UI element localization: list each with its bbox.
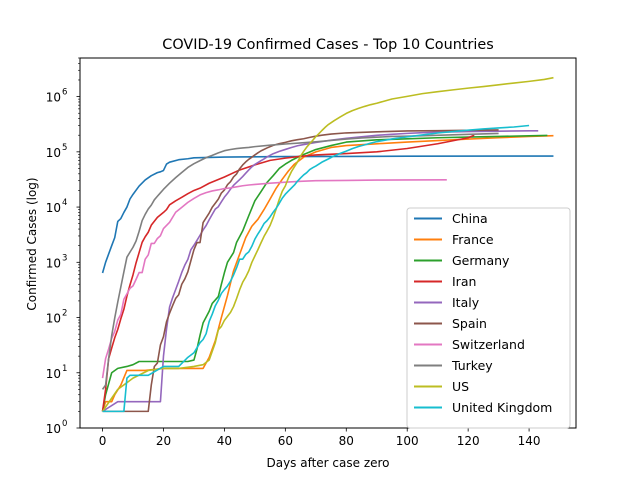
series-line-spain bbox=[102, 129, 499, 413]
chart-title: COVID-19 Confirmed Cases - Top 10 Countr… bbox=[162, 37, 493, 53]
series-line-us bbox=[101, 76, 554, 412]
legend-label: Iran bbox=[452, 274, 476, 289]
y-tick-label: 10 bbox=[46, 201, 61, 215]
plot-frame bbox=[79, 57, 577, 429]
x-tick-label: 40 bbox=[217, 434, 232, 448]
y-tick-label: 10 bbox=[46, 91, 61, 105]
series-line-germany bbox=[101, 134, 548, 412]
x-axis-label: Days after case zero bbox=[266, 456, 389, 470]
x-tick-label: 80 bbox=[339, 434, 354, 448]
legend-box bbox=[406, 207, 571, 429]
y-tick-exponent: 4 bbox=[62, 198, 67, 208]
y-tick-exponent: 1 bbox=[62, 364, 67, 374]
y-tick-label: 10 bbox=[46, 312, 61, 326]
y-tick-label: 10 bbox=[46, 256, 61, 270]
legend-label: France bbox=[452, 232, 494, 247]
series-line-china bbox=[101, 155, 554, 274]
series-line-united-kingdom bbox=[102, 124, 530, 413]
legend-label: Germany bbox=[452, 253, 510, 268]
legend: China France Germany Iran Italy Spain Switzerl… bbox=[406, 207, 571, 429]
series-line-france bbox=[101, 134, 554, 412]
y-tick-label: 10 bbox=[46, 422, 61, 436]
y-axis-label: Confirmed Cases (log) bbox=[25, 177, 39, 310]
x-tick-label: 60 bbox=[278, 434, 293, 448]
legend-label: US bbox=[452, 379, 469, 394]
y-tick-label: 10 bbox=[46, 367, 61, 381]
series-line-iran bbox=[101, 134, 475, 412]
legend-label: China bbox=[452, 211, 488, 226]
y-tick-exponent: 5 bbox=[62, 143, 67, 153]
series-line-turkey bbox=[101, 132, 499, 390]
y-tick-label: 10 bbox=[46, 146, 61, 160]
y-tick-exponent: 3 bbox=[62, 253, 67, 263]
legend-label: Switzerland bbox=[452, 337, 525, 352]
series-layer bbox=[101, 76, 554, 413]
legend-label: Spain bbox=[452, 316, 487, 331]
x-tick-label: 120 bbox=[457, 434, 480, 448]
x-tick-label: 0 bbox=[99, 434, 107, 448]
series-line-italy bbox=[102, 129, 539, 413]
x-tick-label: 100 bbox=[396, 434, 419, 448]
series-line-switzerland bbox=[101, 178, 447, 379]
legend-label: Italy bbox=[452, 295, 480, 310]
x-tick-label: 140 bbox=[518, 434, 541, 448]
legend-label: United Kingdom bbox=[452, 400, 552, 415]
y-tick-exponent: 0 bbox=[62, 419, 67, 429]
y-tick-exponent: 6 bbox=[62, 88, 67, 98]
legend-label: Turkey bbox=[451, 358, 493, 373]
x-tick-label: 20 bbox=[156, 434, 171, 448]
y-tick-exponent: 2 bbox=[62, 309, 67, 319]
